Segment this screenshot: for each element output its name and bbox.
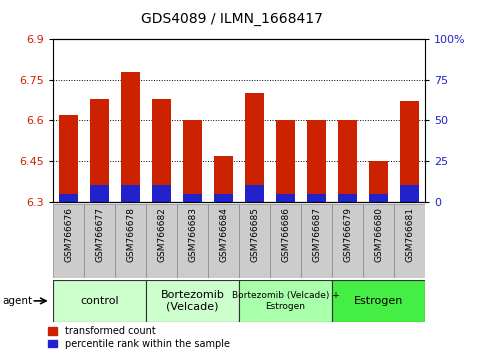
Bar (394, 204, 425, 278)
Bar (338, 120, 357, 202)
Bar (59, 115, 78, 202)
Legend: transformed count, percentile rank within the sample: transformed count, percentile rank withi… (48, 326, 230, 349)
Bar (214, 156, 233, 202)
Bar (214, 194, 233, 202)
Text: Bortezomib (Velcade) +
Estrogen: Bortezomib (Velcade) + Estrogen (232, 291, 340, 310)
Bar (121, 72, 140, 202)
Text: control: control (80, 296, 119, 306)
Bar (369, 194, 388, 202)
Bar (301, 204, 332, 278)
Text: GSM766683: GSM766683 (188, 207, 197, 262)
Text: GSM766685: GSM766685 (250, 207, 259, 262)
Text: agent: agent (2, 296, 32, 306)
Bar (121, 185, 140, 202)
Bar (363, 204, 394, 278)
Bar (307, 120, 326, 202)
Bar (184, 120, 202, 202)
Text: GSM766684: GSM766684 (219, 207, 228, 262)
Bar (239, 280, 332, 322)
Bar (208, 204, 239, 278)
Bar (146, 280, 239, 322)
Text: GSM766678: GSM766678 (126, 207, 135, 262)
Text: GSM766681: GSM766681 (405, 207, 414, 262)
Bar (307, 194, 326, 202)
Bar (184, 194, 202, 202)
Text: GSM766686: GSM766686 (281, 207, 290, 262)
Bar (53, 204, 84, 278)
Text: GSM766687: GSM766687 (312, 207, 321, 262)
Bar (332, 280, 425, 322)
Bar (146, 204, 177, 278)
Bar (276, 194, 295, 202)
Text: GSM766682: GSM766682 (157, 207, 166, 262)
Text: GSM766677: GSM766677 (95, 207, 104, 262)
Bar (245, 93, 264, 202)
Bar (245, 185, 264, 202)
Bar (400, 185, 419, 202)
Bar (369, 161, 388, 202)
Bar (400, 101, 419, 202)
Bar (270, 204, 301, 278)
Text: GSM766676: GSM766676 (64, 207, 73, 262)
Text: GDS4089 / ILMN_1668417: GDS4089 / ILMN_1668417 (141, 12, 323, 27)
Bar (332, 204, 363, 278)
Text: GSM766679: GSM766679 (343, 207, 352, 262)
Bar (152, 99, 171, 202)
Text: GSM766680: GSM766680 (374, 207, 383, 262)
Bar (90, 99, 109, 202)
Bar (276, 120, 295, 202)
Bar (152, 185, 171, 202)
Bar (239, 204, 270, 278)
Bar (90, 185, 109, 202)
Bar (84, 204, 115, 278)
Text: Bortezomib
(Velcade): Bortezomib (Velcade) (161, 290, 225, 312)
Text: Estrogen: Estrogen (354, 296, 403, 306)
Bar (115, 204, 146, 278)
Bar (59, 194, 78, 202)
Bar (177, 204, 208, 278)
Bar (53, 280, 146, 322)
Bar (338, 194, 357, 202)
